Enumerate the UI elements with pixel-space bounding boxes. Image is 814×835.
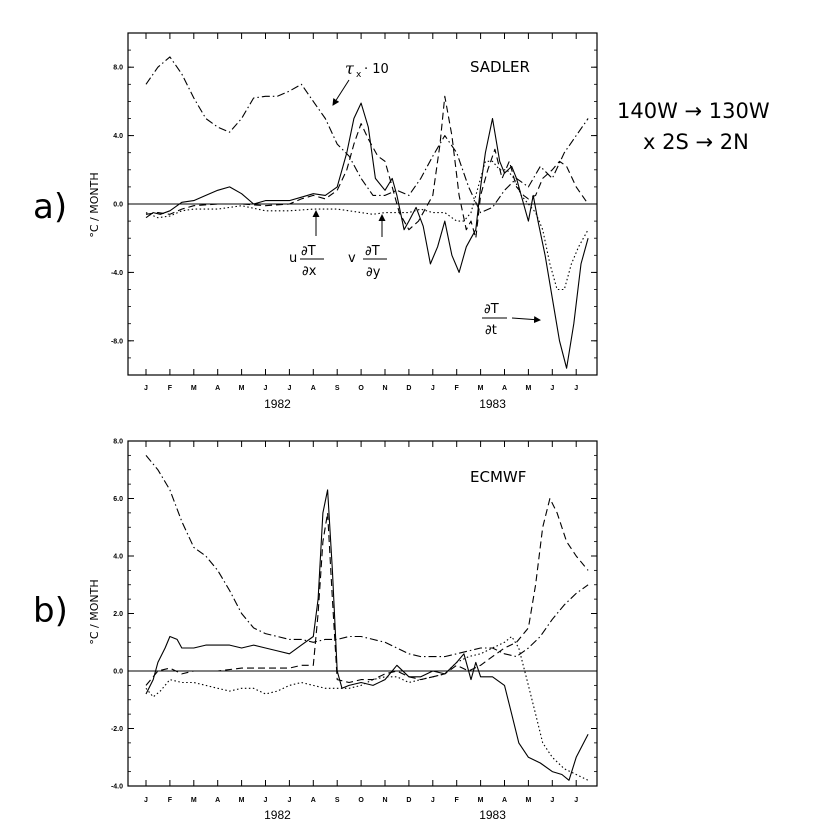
tau-scale: · 10 [364, 62, 389, 77]
month-tick-label: J [144, 385, 148, 392]
year-label: 1982 [264, 397, 291, 411]
u-prefix: u [289, 251, 297, 266]
year-label: 1982 [264, 808, 291, 822]
month-tick-label: S [335, 385, 340, 392]
region-note-line1: 140W → 130W [617, 99, 770, 123]
month-tick-label: A [311, 385, 316, 392]
panel-b-ylabel: °C / MONTH [88, 579, 101, 644]
month-tick-label: F [455, 385, 460, 392]
series-dashdot-line [145, 455, 589, 658]
dTdt-annotation: ∂T ∂t [482, 302, 541, 338]
month-tick-label: J [287, 385, 291, 392]
year-label: 1983 [479, 397, 506, 411]
month-tick-label: F [455, 797, 460, 804]
month-tick-label: J [264, 797, 268, 804]
dTdx-numerator: ∂T [301, 244, 316, 259]
month-tick-label: F [168, 797, 173, 804]
month-tick-label: M [191, 385, 197, 392]
month-tick-label: O [358, 797, 364, 804]
ytick-label: 8.0 [113, 65, 123, 72]
month-tick-label: M [239, 385, 245, 392]
tau-symbol: τ [345, 59, 355, 78]
month-tick-label: J [431, 797, 435, 804]
panel-b-letter: b) [33, 591, 68, 631]
series-dashdot-line [145, 56, 589, 214]
month-tick-label: M [525, 797, 531, 804]
ytick-label: -4.0 [111, 784, 123, 791]
month-tick-label: A [502, 797, 507, 804]
ytick-label: 6.0 [113, 496, 123, 503]
month-tick-label: D [406, 385, 411, 392]
month-tick-label: A [215, 797, 220, 804]
month-tick-label: N [382, 797, 387, 804]
panel-b: b) °C / MONTH ECMWF -4.0 -2.0 0.0 2.0 4.0 6.0… [33, 439, 598, 822]
series-dotted-line [145, 635, 589, 781]
month-tick-label: J [574, 385, 578, 392]
tau-arrow [332, 79, 350, 106]
month-tick-label: J [550, 797, 554, 804]
month-tick-label: N [382, 385, 387, 392]
month-tick-label: J [431, 385, 435, 392]
ytick-label: -8.0 [111, 338, 123, 345]
ytick-label: 4.0 [113, 554, 123, 561]
panel-a-letter: a) [33, 187, 67, 227]
series-dashed-line [145, 95, 589, 239]
month-tick-label: M [478, 385, 484, 392]
month-tick-label: S [335, 797, 340, 804]
year-label: 1983 [479, 808, 506, 822]
month-tick-label: A [502, 385, 507, 392]
panel-b-series [145, 455, 589, 781]
series-dashed-line [145, 497, 589, 686]
month-tick-label: A [311, 797, 316, 804]
panel-b-source-label: ECMWF [470, 468, 526, 486]
month-tick-label: M [478, 797, 484, 804]
month-tick-label: M [239, 797, 245, 804]
dTdx-denominator: ∂x [302, 264, 317, 279]
panel-a-series [145, 56, 589, 369]
series-solid-line [145, 102, 589, 369]
month-tick-label: J [287, 797, 291, 804]
series-solid-line [145, 489, 589, 781]
dTdt-denominator: ∂t [485, 323, 497, 338]
panel-a-source-label: SADLER [470, 58, 530, 76]
ytick-label: 0.0 [113, 669, 123, 676]
ytick-label: -2.0 [111, 726, 123, 733]
dTdt-arrow [511, 316, 541, 324]
month-tick-label: J [144, 797, 148, 804]
month-tick-label: J [550, 385, 554, 392]
month-tick-label: A [215, 385, 220, 392]
tau-subscript: x [356, 70, 362, 80]
month-tick-label: F [168, 385, 173, 392]
dTdt-numerator: ∂T [484, 302, 499, 317]
ytick-label: 0.0 [113, 202, 123, 209]
series-dotted-line [145, 160, 589, 291]
ytick-label: -4.0 [111, 270, 123, 277]
region-note-line2: x 2S → 2N [643, 130, 749, 154]
panel-a-ylabel: °C / MONTH [88, 172, 101, 237]
ytick-label: 8.0 [113, 439, 123, 446]
ytick-label: 2.0 [113, 611, 123, 618]
month-tick-label: O [358, 385, 364, 392]
dTdy-denominator: ∂y [366, 265, 381, 280]
tau-annotation: τ x · 10 [332, 59, 389, 106]
ytick-label: 4.0 [113, 133, 123, 140]
month-tick-label: J [574, 797, 578, 804]
panel-a: a) °C / MONTH SADLER -8.0 -4.0 0.0 4.0 8.0 J F… [33, 32, 598, 411]
month-tick-label: D [406, 797, 411, 804]
month-tick-label: M [525, 385, 531, 392]
month-tick-label: J [264, 385, 268, 392]
u-dTdx-annotation: u ∂T ∂x [289, 210, 324, 279]
v-prefix: v [348, 251, 356, 266]
panel-a-axes: -8.0 -4.0 0.0 4.0 8.0 J F M A M J J A S O N D J F M A M J J 1982… [111, 32, 597, 411]
dTdy-numerator: ∂T [365, 244, 380, 259]
v-dTdy-annotation: v ∂T ∂y [348, 214, 387, 280]
month-tick-label: M [191, 797, 197, 804]
